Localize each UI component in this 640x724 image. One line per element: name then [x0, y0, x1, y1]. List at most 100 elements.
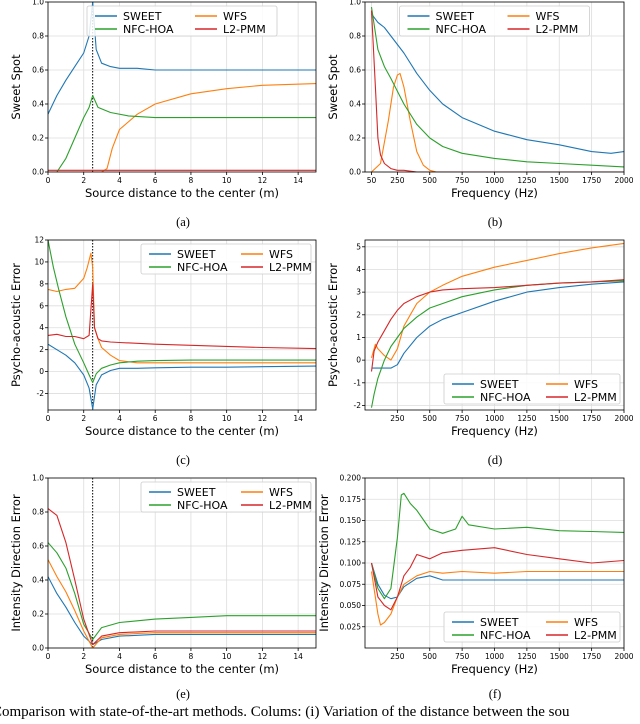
legend-label-wfs: WFS: [574, 616, 598, 629]
series-line-nfc-hoa: [370, 492, 624, 600]
legend-label-l2-pmm: L2-PMM: [574, 391, 617, 404]
series-line-sweet: [48, 576, 316, 646]
x-tick-label: 500: [423, 414, 438, 423]
y-tick-label: 0.8: [349, 32, 361, 41]
y-tick-label: 5: [356, 242, 361, 251]
x-tick-label: 6: [153, 652, 158, 661]
x-tick-label: 10: [222, 652, 232, 661]
legend-label-wfs: WFS: [574, 378, 598, 391]
y-tick-label: 0.075: [340, 580, 362, 589]
legend: SWEET WFS NFC-HOA L2-PMM: [140, 243, 312, 275]
series-line-sweet: [371, 281, 624, 369]
legend: SWEET WFS NFC-HOA L2-PMM: [86, 5, 278, 37]
x-tick-label: 0: [46, 176, 51, 185]
x-tick-label: 1750: [582, 652, 601, 661]
legend-label-wfs: WFS: [536, 10, 560, 23]
y-tick-label: -2: [37, 389, 45, 398]
x-tick-label: 1500: [550, 414, 569, 423]
y-tick-label: 3: [356, 288, 361, 297]
y-tick-label: 0.4: [32, 576, 44, 585]
legend-label-sweet: SWEET: [123, 10, 162, 23]
axes-frame: [47, 1, 317, 173]
x-tick-label: 6: [153, 176, 158, 185]
legend: SWEET WFS NFC-HOA L2-PMM: [443, 373, 621, 405]
legend-label-nfc-hoa: NFC-HOA: [177, 499, 228, 512]
x-axis-label: Frequency (Hz): [451, 424, 538, 438]
x-tick-label: 2000: [614, 176, 633, 185]
x-tick-label: 1000: [485, 414, 504, 423]
x-tick-label: 12: [258, 414, 268, 423]
chart-e: 0 2 4 6 8 10 12 14 0.0 0.2 0.4 0.6 0.8 1.0 Source dist…: [9, 474, 317, 701]
x-tick-label: 1750: [582, 414, 601, 423]
legend-label-l2-pmm: L2-PMM: [574, 629, 617, 642]
x-tick-label: 8: [189, 652, 194, 661]
chart-f: 250 500 750 1000 1250 1500 1750 2000 0.025 0.050 0…: [317, 474, 634, 702]
series-line-sweet: [371, 13, 624, 154]
legend-label-nfc-hoa: NFC-HOA: [177, 261, 228, 274]
legend-frame: [399, 5, 590, 37]
y-tick-label: -2: [354, 401, 362, 410]
series-line-l2-pmm: [370, 10, 624, 172]
legend-frame: [443, 373, 621, 405]
legend-label-nfc-hoa: NFC-HOA: [480, 629, 531, 642]
x-tick-label: 10: [222, 176, 232, 185]
legend: SWEET WFS NFC-HOA L2-PMM: [140, 481, 312, 513]
y-tick-label: 0.8: [32, 508, 44, 517]
y-tick-label: 0.8: [32, 32, 44, 41]
series-line-l2-pmm: [370, 547, 624, 611]
x-tick-label: 0: [46, 652, 51, 661]
legend-label-nfc-hoa: NFC-HOA: [123, 23, 174, 36]
y-tick-label: 0.100: [340, 559, 362, 568]
y-axis-label: Sweet Spot: [9, 54, 23, 120]
legend-label-sweet: SWEET: [480, 378, 519, 391]
legend-frame: [140, 481, 312, 513]
x-tick-label: 0: [46, 414, 51, 423]
legend-frame: [443, 611, 621, 643]
legend-label-l2-pmm: L2-PMM: [269, 261, 312, 274]
axes-frame: [47, 477, 317, 649]
x-tick-label: 2000: [614, 652, 633, 661]
axes-frame: [47, 239, 317, 411]
x-tick-label: 500: [423, 176, 438, 185]
y-tick-label: 1.0: [349, 0, 361, 7]
y-tick-label: 0.2: [349, 134, 361, 143]
x-tick-label: 14: [293, 176, 303, 185]
legend-label-wfs: WFS: [269, 248, 293, 261]
panel-label: (c): [176, 453, 190, 467]
x-tick-label: 4: [117, 176, 122, 185]
legend-label-l2-pmm: L2-PMM: [536, 23, 579, 36]
x-axis-label: Source distance to the center (m): [85, 424, 279, 438]
axes-frame: [364, 477, 625, 649]
y-tick-label: 12: [34, 236, 44, 245]
y-tick-label: 0.050: [340, 601, 362, 610]
series-group: [370, 492, 624, 626]
legend-label-sweet: SWEET: [480, 616, 519, 629]
panel-label: (e): [176, 687, 190, 701]
series-line-l2-pmm: [48, 508, 316, 646]
x-tick-label: 2000: [614, 414, 633, 423]
x-tick-label: 8: [189, 414, 194, 423]
legend-label-sweet: SWEET: [177, 486, 216, 499]
x-tick-label: 250: [390, 652, 405, 661]
x-tick-label: 750: [455, 414, 470, 423]
y-tick-label: 4: [39, 323, 44, 332]
y-tick-label: 0.4: [32, 100, 44, 109]
x-tick-label: 14: [293, 652, 303, 661]
series-line-wfs: [370, 570, 624, 626]
y-axis-label: Intensity Direction Error: [9, 494, 23, 632]
x-tick-label: 4: [117, 414, 122, 423]
series-group: [48, 508, 316, 648]
y-tick-label: 0: [356, 356, 361, 365]
series-group: [48, 240, 316, 410]
x-tick-label: 1500: [550, 176, 569, 185]
series-line-wfs: [370, 242, 624, 361]
legend-label-wfs: WFS: [223, 10, 247, 23]
y-axis-label: Psycho-acoustic Error: [326, 263, 340, 387]
legend-frame: [140, 243, 312, 275]
legend-frame: [86, 5, 278, 37]
x-tick-label: 4: [117, 652, 122, 661]
y-tick-label: 0.6: [349, 66, 361, 75]
x-tick-label: 750: [455, 176, 470, 185]
legend-label-nfc-hoa: NFC-HOA: [480, 391, 531, 404]
